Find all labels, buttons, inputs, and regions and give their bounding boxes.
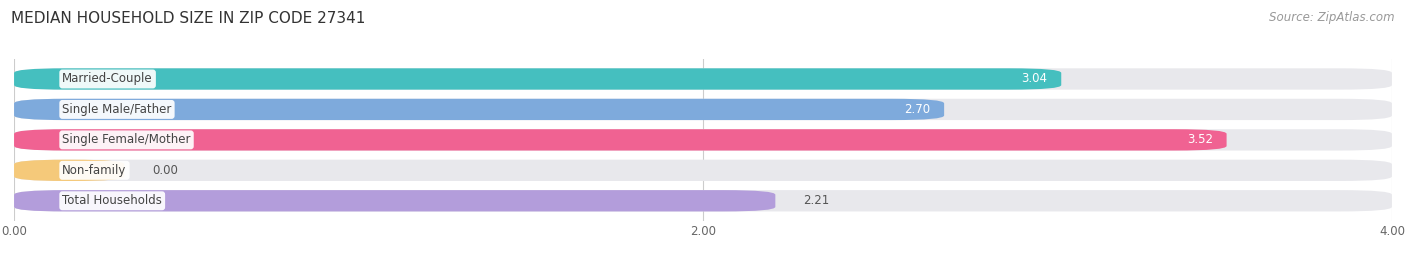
Text: 3.04: 3.04	[1022, 72, 1047, 86]
Text: Total Households: Total Households	[62, 194, 162, 207]
Text: Non-family: Non-family	[62, 164, 127, 177]
FancyBboxPatch shape	[14, 190, 1392, 211]
FancyBboxPatch shape	[14, 68, 1392, 90]
FancyBboxPatch shape	[14, 129, 1226, 151]
FancyBboxPatch shape	[14, 68, 1062, 90]
Text: Married-Couple: Married-Couple	[62, 72, 153, 86]
Text: 0.00: 0.00	[152, 164, 177, 177]
Text: Single Male/Father: Single Male/Father	[62, 103, 172, 116]
FancyBboxPatch shape	[14, 160, 124, 181]
FancyBboxPatch shape	[14, 160, 1392, 181]
FancyBboxPatch shape	[14, 190, 775, 211]
Text: 3.52: 3.52	[1187, 133, 1213, 146]
Text: MEDIAN HOUSEHOLD SIZE IN ZIP CODE 27341: MEDIAN HOUSEHOLD SIZE IN ZIP CODE 27341	[11, 11, 366, 26]
Text: 2.21: 2.21	[803, 194, 830, 207]
Text: Source: ZipAtlas.com: Source: ZipAtlas.com	[1270, 11, 1395, 24]
Text: 2.70: 2.70	[904, 103, 931, 116]
FancyBboxPatch shape	[14, 99, 1392, 120]
Text: Single Female/Mother: Single Female/Mother	[62, 133, 191, 146]
FancyBboxPatch shape	[14, 129, 1392, 151]
FancyBboxPatch shape	[14, 99, 945, 120]
